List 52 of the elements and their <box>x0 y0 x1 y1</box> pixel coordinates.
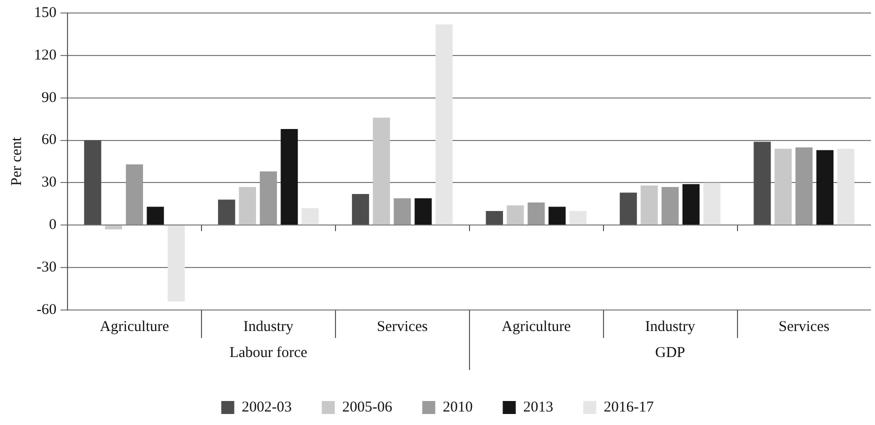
bar <box>703 182 720 225</box>
y-tick-label: 150 <box>34 4 56 21</box>
bar <box>146 206 164 225</box>
x-tick-label: Industry <box>645 318 696 335</box>
y-tick-label: 30 <box>42 174 56 191</box>
bar <box>548 206 566 225</box>
bar <box>238 186 256 225</box>
bar <box>302 208 319 225</box>
y-tick-label: -30 <box>36 260 56 276</box>
bar <box>569 211 587 225</box>
y-tick-label: 120 <box>34 47 56 64</box>
bar <box>795 147 813 225</box>
bar <box>372 118 390 225</box>
y-tick-label: 90 <box>42 90 56 106</box>
bar <box>105 226 122 230</box>
legend-label: 2013 <box>523 399 554 416</box>
y-tick-label: 0 <box>49 217 56 234</box>
bar <box>640 186 658 225</box>
text: GDP <box>655 344 686 361</box>
bar <box>486 211 503 225</box>
bar <box>218 200 236 225</box>
x-tick-label: Services <box>778 318 830 335</box>
legend-label: 2002-03 <box>242 399 292 416</box>
bar <box>837 148 854 225</box>
y-axis-title: Per cent <box>8 136 25 186</box>
bar <box>528 202 545 225</box>
y-tick-label: 60 <box>42 132 56 148</box>
legend-label: 2005-06 <box>342 399 393 416</box>
bar <box>754 142 771 225</box>
legend-label: 2016-17 <box>604 399 654 416</box>
bar <box>126 164 144 225</box>
bar <box>394 198 411 225</box>
bar <box>774 148 792 225</box>
bar <box>84 140 102 225</box>
y-tick-label: -60 <box>36 302 56 318</box>
bar <box>682 184 700 225</box>
bar <box>620 192 637 225</box>
text: Labour force <box>229 344 308 361</box>
bar <box>816 150 834 225</box>
x-tick-label: Industry <box>243 318 294 335</box>
bar <box>436 24 453 225</box>
bar <box>260 171 277 225</box>
bar <box>352 194 370 225</box>
x-tick-label: Services <box>376 318 428 335</box>
x-tick-label: Agriculture <box>502 318 572 335</box>
bar <box>280 128 298 225</box>
x-tick-label: Agriculture <box>100 318 170 335</box>
legend-label: 2010 <box>442 399 473 416</box>
bar <box>662 186 679 225</box>
bar <box>506 205 524 225</box>
bar <box>414 198 432 225</box>
bar <box>168 226 185 302</box>
